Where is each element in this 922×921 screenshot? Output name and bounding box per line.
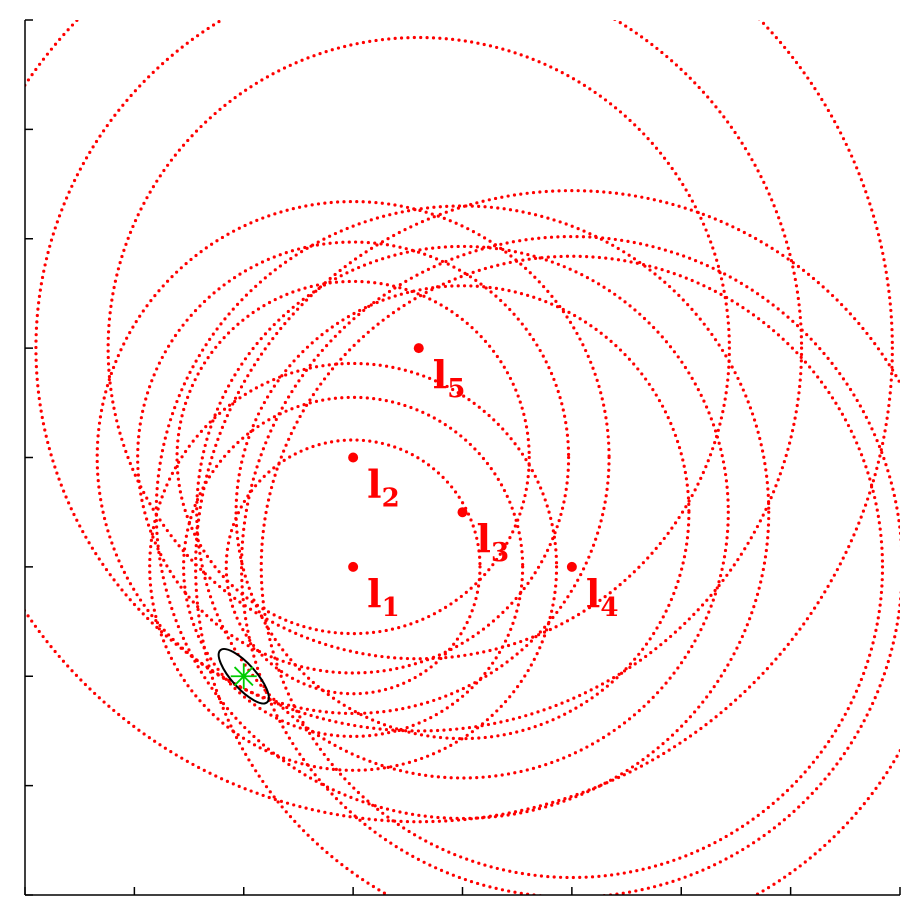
landmark-l1-marker (348, 561, 359, 572)
landmark-l4-label: l4 (586, 571, 619, 623)
range-circle-l1 (224, 438, 482, 696)
range-circle-l2 (95, 199, 611, 716)
range-circle-l1 (148, 361, 559, 772)
range-circle-l2 (175, 279, 531, 636)
axes (24, 19, 901, 896)
landmark-l2-marker (348, 452, 359, 463)
landmark-l2-label: l2 (367, 462, 400, 514)
range-circle-l1 (181, 395, 525, 739)
range-circle-l3 (195, 244, 730, 780)
landmark-l4-marker (566, 561, 577, 572)
range-circle-l5 (34, 20, 804, 733)
landmark-l1-label: l1 (367, 571, 400, 623)
range-circle-l5 (106, 35, 731, 661)
landmark-l3-marker (457, 507, 468, 518)
range-circle-l4 (194, 189, 900, 895)
range-circle-l5 (25, 20, 894, 824)
range-circle-l3 (234, 284, 691, 741)
range-circle-l2 (136, 240, 571, 675)
landmark-l5-marker (413, 343, 424, 354)
landmark-l3-label: l3 (477, 516, 510, 568)
landmark-l5-label: l5 (433, 352, 466, 404)
range-circle-l4 (259, 254, 885, 880)
range-circle-l3 (154, 204, 771, 821)
position-estimate-group (230, 663, 257, 690)
range-circle-l4 (240, 235, 900, 895)
landmarks: l1 l2 l3 l4 l5 (348, 343, 618, 623)
estimate-star-stroke (233, 666, 254, 687)
